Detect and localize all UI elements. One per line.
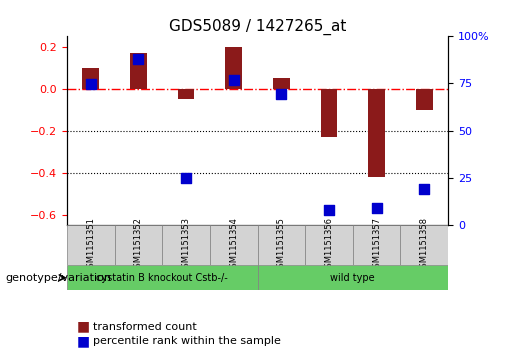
Text: percentile rank within the sample: percentile rank within the sample (93, 336, 281, 346)
FancyBboxPatch shape (114, 225, 162, 265)
Text: GSM1151357: GSM1151357 (372, 217, 381, 273)
Text: GSM1151351: GSM1151351 (87, 217, 95, 273)
Point (87, 81, 95, 87)
Bar (226, 47, 242, 89)
Point (325, 207, 333, 212)
FancyBboxPatch shape (67, 225, 114, 265)
Text: GSM1151358: GSM1151358 (420, 217, 428, 273)
FancyBboxPatch shape (210, 225, 258, 265)
Text: GSM1151352: GSM1151352 (134, 217, 143, 273)
Text: GSM1151355: GSM1151355 (277, 217, 286, 273)
Text: GSM1151354: GSM1151354 (229, 217, 238, 273)
Point (372, 205, 381, 211)
Bar (82, 68, 99, 89)
Bar (130, 53, 147, 89)
Text: genotype/variation: genotype/variation (5, 273, 111, 283)
Text: wild type: wild type (331, 273, 375, 283)
FancyBboxPatch shape (258, 265, 448, 290)
Bar (321, 89, 337, 137)
Bar (273, 78, 289, 89)
FancyBboxPatch shape (401, 225, 448, 265)
Text: GSM1151353: GSM1151353 (182, 217, 191, 273)
Point (277, 91, 285, 97)
FancyBboxPatch shape (258, 225, 305, 265)
FancyBboxPatch shape (162, 225, 210, 265)
Text: cystatin B knockout Cstb-/-: cystatin B knockout Cstb-/- (96, 273, 228, 283)
Title: GDS5089 / 1427265_at: GDS5089 / 1427265_at (169, 19, 346, 35)
Point (230, 77, 238, 83)
Text: ■: ■ (77, 320, 90, 334)
Bar (368, 89, 385, 177)
FancyBboxPatch shape (305, 225, 353, 265)
Bar (416, 89, 433, 110)
Point (182, 175, 190, 180)
FancyBboxPatch shape (353, 225, 401, 265)
Text: GSM1151356: GSM1151356 (324, 217, 333, 273)
Bar (178, 89, 194, 99)
Text: ■: ■ (77, 334, 90, 348)
Point (420, 187, 428, 192)
FancyBboxPatch shape (67, 265, 258, 290)
Text: transformed count: transformed count (93, 322, 196, 332)
Point (134, 56, 143, 61)
